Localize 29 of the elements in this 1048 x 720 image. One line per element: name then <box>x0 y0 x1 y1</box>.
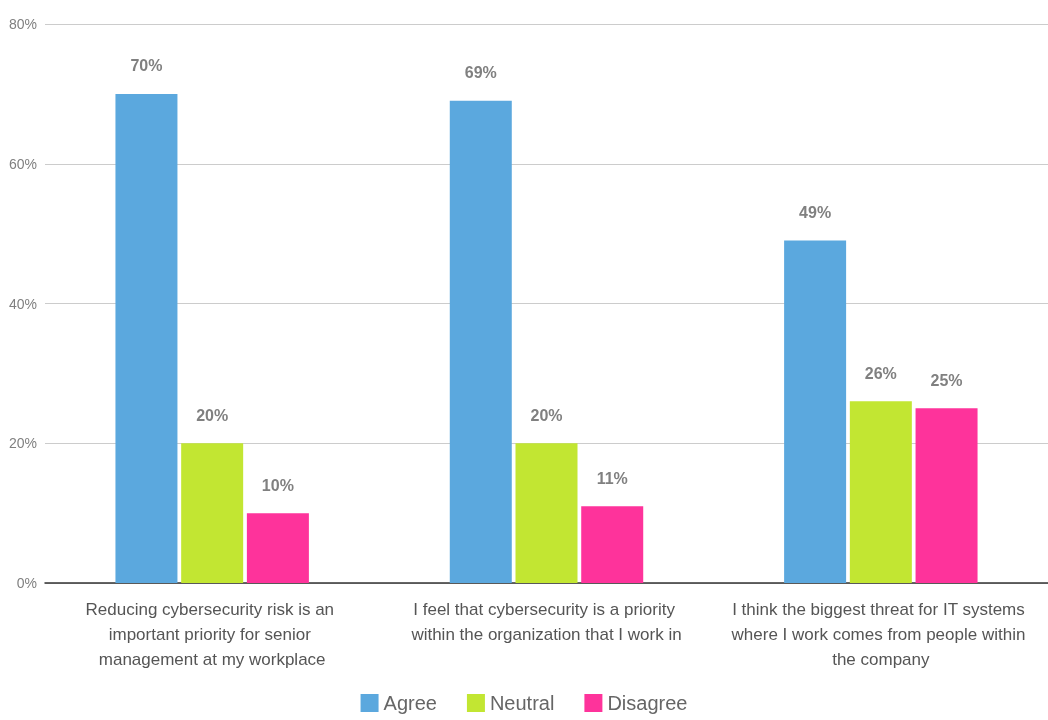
y-tick-label: 60% <box>8 155 37 172</box>
data-label: 26% <box>864 364 897 382</box>
bar <box>784 240 847 583</box>
bar <box>515 443 578 583</box>
data-label: 49% <box>799 204 832 222</box>
data-label: 10% <box>261 476 294 494</box>
data-label: 20% <box>530 406 563 424</box>
bar <box>449 100 512 583</box>
bar <box>115 93 178 583</box>
bar <box>915 408 978 583</box>
bar <box>181 443 244 583</box>
x-tick-label: I think the biggest threat for IT systems where I work comes from people within the company <box>730 600 1031 669</box>
data-label: 70% <box>130 57 163 75</box>
y-tick-label: 80% <box>8 16 37 32</box>
x-tick-label: Reducing cybersecurity risk is an important priority for senior management at my workplace <box>85 600 339 669</box>
x-tick-label: I feel that cybersecurity is a priority within the organization that I work in <box>410 600 682 644</box>
legend-label: Neutral <box>489 692 555 714</box>
data-label: 25% <box>930 371 963 389</box>
y-tick-label: 40% <box>8 295 37 312</box>
legend-label: Disagree <box>607 692 688 714</box>
bar <box>581 506 644 583</box>
data-label: 11% <box>596 469 628 487</box>
bar <box>246 513 309 583</box>
y-tick-label: 0% <box>16 575 37 591</box>
data-label: 69% <box>464 64 497 82</box>
bar <box>849 401 912 583</box>
y-tick-label: 20% <box>8 435 37 452</box>
legend-label: Agree <box>383 692 437 714</box>
data-label: 20% <box>196 406 229 424</box>
